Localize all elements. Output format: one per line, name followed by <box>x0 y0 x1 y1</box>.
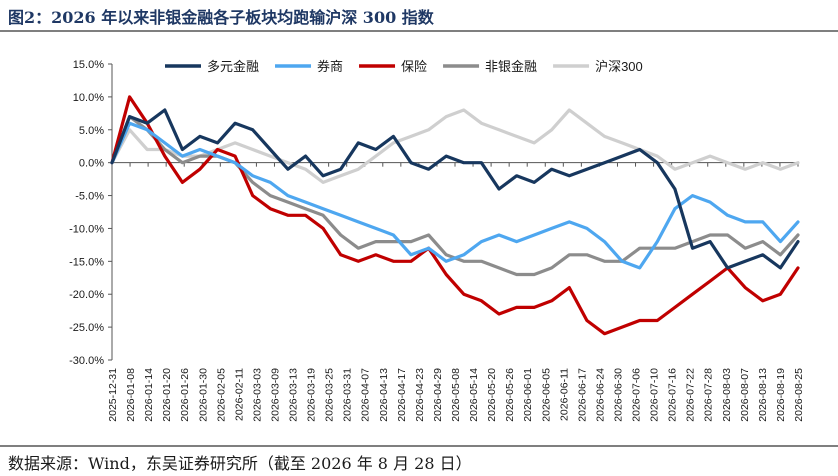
x-tick-label: 2026-07-22 <box>685 368 697 422</box>
series-line-insurance <box>110 95 800 336</box>
x-tick-label: 2026-04-17 <box>396 368 408 422</box>
legend-label-csi300: 沪深300 <box>595 59 643 74</box>
x-tick-label: 2026-03-19 <box>306 368 318 422</box>
x-tick-label: 2026-05-14 <box>468 368 480 422</box>
y-tick-label: -15.0% <box>69 256 104 268</box>
y-tick-label: 10.0% <box>73 92 104 104</box>
x-tick-label: 2026-03-09 <box>269 368 281 422</box>
x-tick-label: 2026-04-23 <box>414 368 426 422</box>
figure-title: 图2：2026 年以来非银金融各子板块均跑输沪深 300 指数 <box>8 8 434 27</box>
series-line-csi300 <box>110 108 800 184</box>
y-tick-label: 0.0% <box>79 158 104 170</box>
x-tick-label: 2026-03-31 <box>342 368 354 422</box>
x-tick-label: 2025-12-31 <box>107 368 119 422</box>
x-tick-label: 2026-07-06 <box>631 368 643 422</box>
x-tick-label: 2026-01-14 <box>143 368 155 422</box>
line-chart: 15.0% 10.0% 5.0% 0.0% -5.0% -10.0% -15.0% -20.0… <box>69 59 805 422</box>
legend-label-nonbank: 非银金融 <box>485 59 537 74</box>
y-tick-label: -30.0% <box>69 355 104 367</box>
x-tick-label: 2026-06-01 <box>522 368 534 422</box>
x-tick-label: 2026-06-11 <box>558 368 570 421</box>
series-line-multi <box>110 108 800 270</box>
x-tick-label: 2026-01-08 <box>125 368 137 422</box>
x-tick-label: 2026-08-19 <box>775 368 787 422</box>
x-tick-label: 2026-05-26 <box>504 368 516 422</box>
x-tick-label: 2026-06-24 <box>594 368 606 422</box>
legend-label-insurance: 保险 <box>401 59 427 74</box>
y-tick-label: -5.0% <box>75 191 104 203</box>
x-tick-label: 2026-07-10 <box>649 368 661 422</box>
bottom-rule <box>0 445 838 447</box>
x-tick-label: 2026-03-03 <box>251 368 263 422</box>
x-tick-label: 2026-04-07 <box>360 368 372 422</box>
x-tick-label: 2026-01-20 <box>161 368 173 422</box>
x-tick-label: 2026-06-05 <box>540 368 552 422</box>
x-tick-label: 2026-01-30 <box>197 368 209 422</box>
x-tick-label: 2026-03-25 <box>324 368 336 422</box>
x-tick-label: 2026-05-08 <box>450 368 462 422</box>
x-tick-label: 2026-06-17 <box>576 368 588 422</box>
y-tick-label: 5.0% <box>79 125 104 137</box>
x-tick-label: 2026-05-20 <box>486 368 498 422</box>
x-tick-label: 2026-02-05 <box>215 368 227 422</box>
x-tick-label: 2026-08-07 <box>739 368 751 422</box>
legend-label-multi: 多元金融 <box>207 59 259 74</box>
x-tick-label: 2026-04-29 <box>432 368 444 422</box>
y-tick-label: -10.0% <box>69 223 104 235</box>
y-tick-label: -25.0% <box>69 322 104 334</box>
x-tick-label: 2026-02-11 <box>233 368 245 421</box>
legend-label-broker: 券商 <box>317 59 343 74</box>
series-line-broker <box>110 121 800 270</box>
x-tick-label: 2026-08-25 <box>793 368 805 422</box>
x-tick-label: 2026-08-03 <box>721 368 733 422</box>
y-tick-label: -20.0% <box>69 289 104 301</box>
x-tick-label: 2026-08-13 <box>757 368 769 422</box>
x-tick-label: 2026-01-26 <box>179 368 191 422</box>
source-note: 数据来源：Wind，东吴证券研究所（截至 2026 年 8 月 28 日） <box>8 454 472 473</box>
x-tick-label: 2026-07-28 <box>703 368 715 422</box>
top-rule <box>0 30 838 32</box>
x-tick-label: 2026-03-13 <box>288 368 300 422</box>
x-tick-label: 2026-07-16 <box>667 368 679 422</box>
x-tick-label: 2026-04-13 <box>378 368 390 422</box>
x-tick-label: 2026-06-30 <box>612 368 624 422</box>
y-tick-label: 15.0% <box>73 59 104 71</box>
